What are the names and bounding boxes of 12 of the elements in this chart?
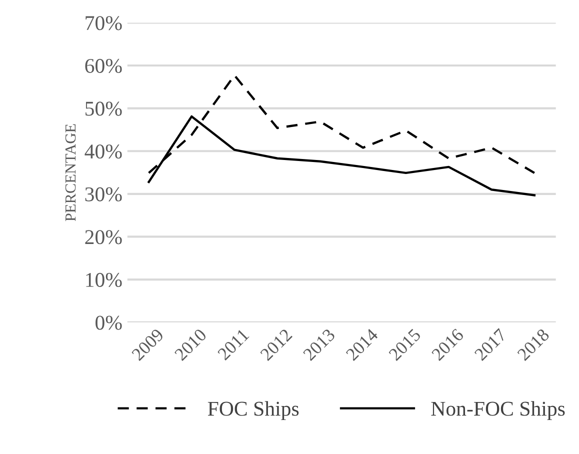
y-tick-label: 70% bbox=[86, 16, 122, 30]
legend-label: Non-FOC Ships bbox=[431, 401, 565, 420]
y-tick-label: 50% bbox=[86, 102, 122, 116]
y-tick-label: 20% bbox=[85, 230, 122, 244]
legend-label: FOC Ships bbox=[208, 401, 299, 420]
y-tick-label: 40% bbox=[84, 144, 122, 159]
y-tick-label: 30% bbox=[85, 187, 122, 202]
y-tick-label: 0% bbox=[96, 316, 122, 330]
x-tick-label: 2011 bbox=[217, 328, 250, 361]
y-tick-label: 60% bbox=[85, 58, 122, 74]
y-axis-title: PERCENTAGE bbox=[65, 124, 76, 222]
y-tick-label: 10% bbox=[86, 272, 122, 288]
